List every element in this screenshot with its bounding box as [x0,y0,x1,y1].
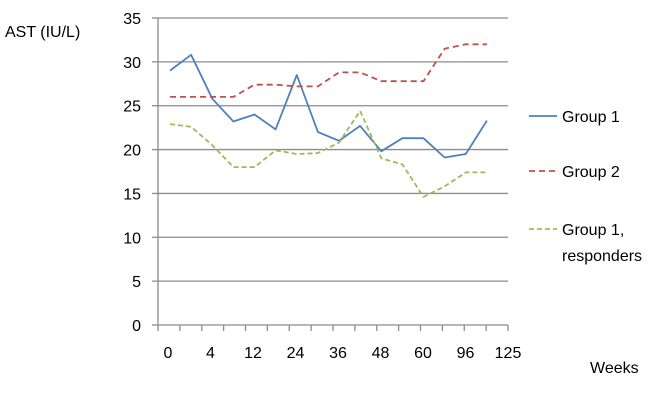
legend-label: Group 1, responders [562,222,642,265]
x-tick-label: 96 [457,345,475,362]
series-lines [169,43,488,198]
y-axis-title: AST (IU/L) [5,24,80,41]
series-line-3 [169,110,487,198]
y-tick-label: 0 [132,318,141,335]
x-tick-label: 12 [244,345,262,362]
legend: Group 1 Group 2 Group 1, responders [529,109,642,265]
x-tick-label: 60 [414,345,432,362]
x-tick-label: 24 [287,345,305,362]
legend-label: Group 1 [562,109,620,126]
y-tick-labels: 0 5 10 15 20 25 30 35 [123,11,141,335]
x-axis-title: Weeks [590,360,639,377]
y-tick-label: 30 [123,55,141,72]
x-tick-labels: 0 4 12 24 36 48 60 96 125 [164,345,522,362]
y-tick-label: 20 [123,143,141,160]
y-tick-label: 5 [132,274,141,291]
x-tick-label: 0 [164,345,173,362]
y-tick-label: 25 [123,99,141,116]
gridlines [152,17,508,326]
y-tick-label: 15 [123,186,141,203]
legend-label: Group 2 [562,164,620,181]
y-tick-label: 35 [123,11,141,28]
y-tick-label: 10 [123,230,141,247]
x-tick-label: 4 [206,345,215,362]
series-line-1 [169,53,488,159]
x-tick-label: 125 [495,345,522,362]
axes [157,18,509,331]
x-tick-label: 36 [329,345,347,362]
x-tick-label: 48 [372,345,390,362]
series-line-2 [170,43,487,98]
